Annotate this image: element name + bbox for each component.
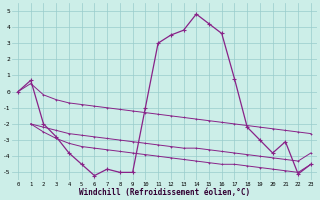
X-axis label: Windchill (Refroidissement éolien,°C): Windchill (Refroidissement éolien,°C) xyxy=(79,188,250,197)
